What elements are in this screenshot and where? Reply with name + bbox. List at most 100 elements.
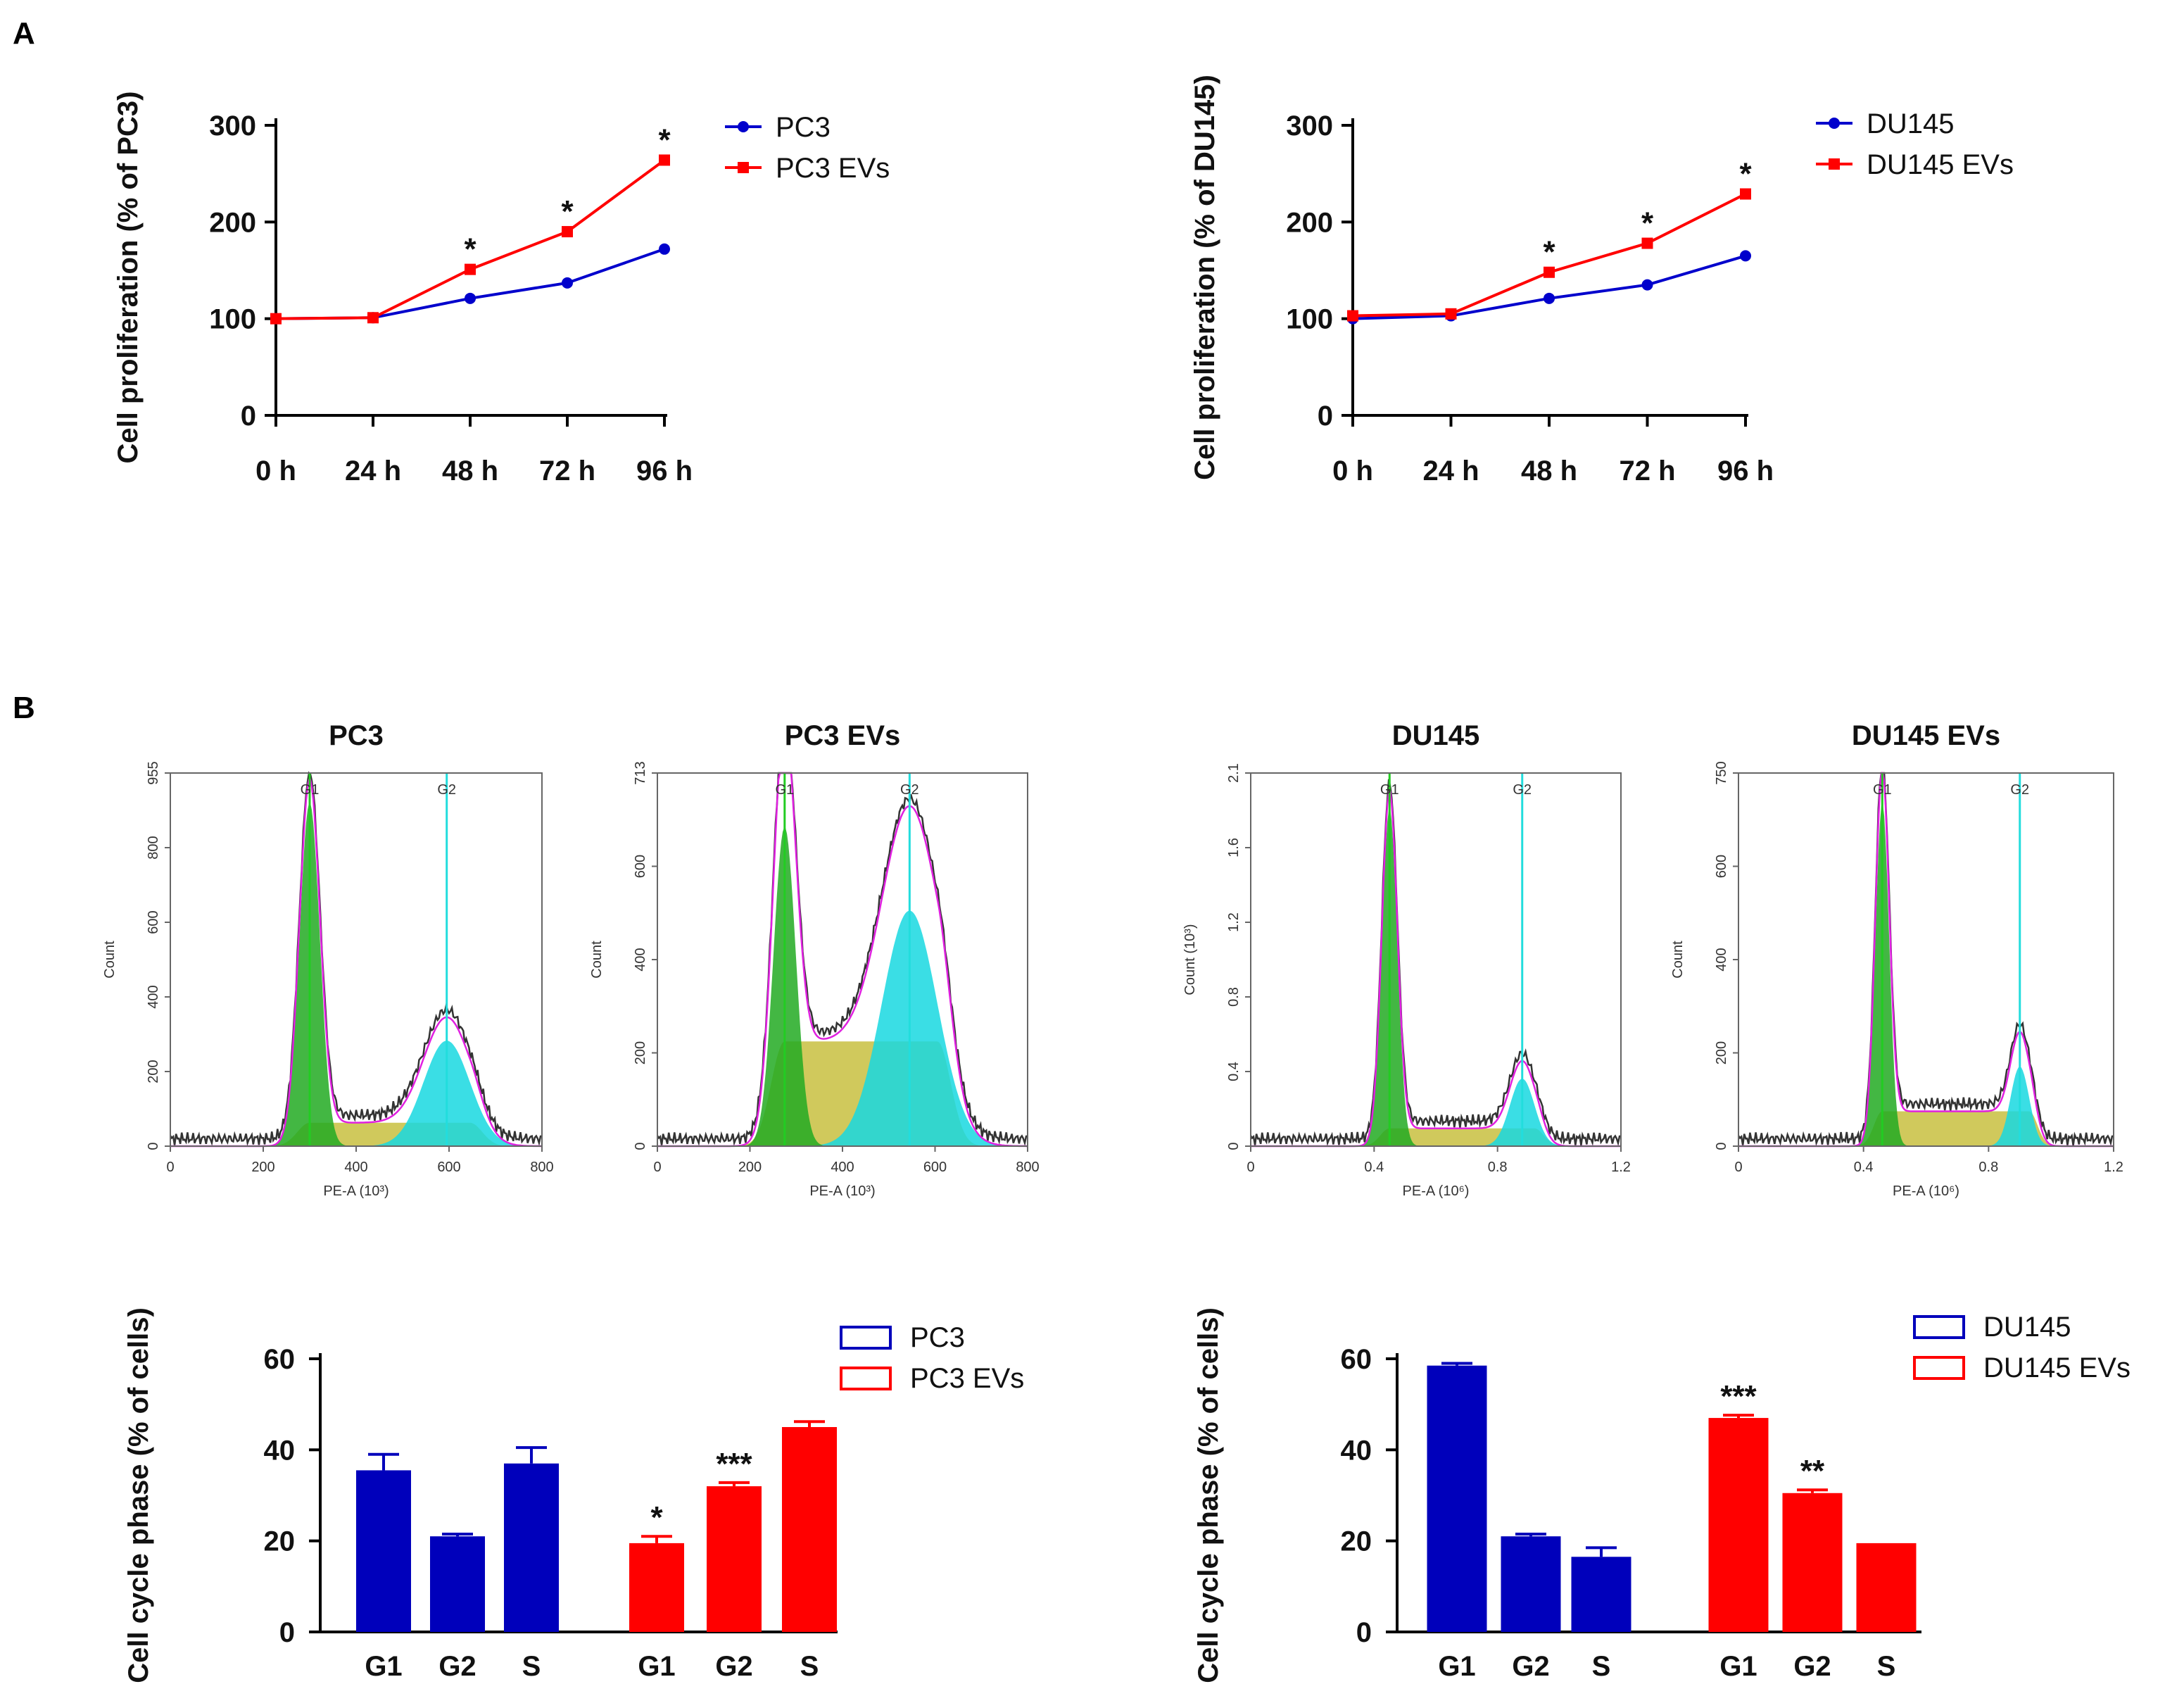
legend-marker: [1829, 118, 1840, 129]
histogram-raw-trace: [1249, 779, 1622, 1147]
plot-frame: [1738, 772, 2114, 1147]
histogram-title: DU145: [1392, 720, 1480, 751]
data-point: [1347, 310, 1358, 322]
x-tick-label: 72 h: [1619, 456, 1675, 486]
y-tick-label: 40: [264, 1435, 296, 1466]
y-tick-label: 2.1: [1226, 763, 1242, 783]
x-tick-label: G1: [638, 1651, 675, 1682]
gate-label: G2: [1513, 782, 1532, 798]
histogram-title: PC3 EVs: [785, 720, 901, 751]
data-point: [1544, 266, 1555, 278]
x-tick-label: S: [522, 1651, 541, 1682]
y-tick-label: 60: [264, 1344, 296, 1375]
histogram-g1-area: [170, 803, 542, 1146]
y-tick-label: 800: [146, 836, 161, 859]
y-tick-label: 200: [1714, 1041, 1729, 1064]
x-tick-label: 0.4: [1854, 1160, 1874, 1175]
x-tick-label: 0: [653, 1160, 661, 1175]
x-tick-label: S: [1592, 1651, 1611, 1682]
x-tick-label: 0 h: [255, 456, 296, 486]
x-tick-label: 48 h: [1521, 456, 1577, 486]
significance-label: **: [1800, 1454, 1825, 1488]
legend-label: PC3 EVs: [910, 1363, 1024, 1394]
legend-label: PC3 EVs: [776, 153, 890, 184]
bar: [782, 1427, 837, 1632]
legend-label: PC3: [910, 1322, 965, 1353]
histogram-raw-trace: [656, 772, 1028, 1147]
y-tick-label: 0.8: [1226, 987, 1242, 1007]
y-axis-title: Count: [1670, 941, 1686, 979]
y-tick-label: 400: [1714, 948, 1729, 971]
histogram-fit-trace: [1251, 791, 1621, 1148]
significance-label: *: [1739, 157, 1752, 191]
x-tick-label: 96 h: [636, 456, 693, 486]
y-tick-label: 200: [209, 207, 256, 238]
bar: [1571, 1557, 1631, 1632]
gate-label: G2: [2010, 782, 2029, 798]
data-point: [1641, 279, 1653, 291]
data-point: [562, 277, 573, 289]
y-tick-label: 750: [1714, 761, 1729, 784]
significance-label: *: [650, 1500, 663, 1535]
data-point: [1544, 292, 1555, 304]
y-tick-label: 200: [1286, 207, 1333, 238]
bar: [1501, 1536, 1561, 1632]
x-tick-label: G2: [438, 1651, 476, 1682]
y-tick-label: 20: [1341, 1526, 1372, 1557]
x-tick-label: 96 h: [1717, 456, 1774, 486]
x-tick-label: S: [1877, 1651, 1896, 1682]
x-tick-label: G2: [715, 1651, 752, 1682]
y-axis-title: Count (10³): [1182, 924, 1198, 995]
x-tick-label: 600: [437, 1160, 460, 1175]
x-tick-label: G1: [1438, 1651, 1475, 1682]
significance-label: *: [1543, 235, 1555, 270]
x-tick-label: 0.8: [1978, 1160, 1998, 1175]
legend-swatch: [840, 1326, 892, 1350]
data-point: [465, 263, 476, 275]
legend-marker: [738, 162, 749, 173]
legend-marker: [1829, 158, 1840, 170]
x-tick-label: 1.2: [1611, 1160, 1631, 1175]
data-point: [562, 226, 573, 238]
x-tick-label: G1: [1719, 1651, 1757, 1682]
histogram-raw-trace: [169, 771, 543, 1147]
histogram-fit-trace: [170, 779, 542, 1148]
significance-label: ***: [1720, 1379, 1757, 1414]
y-tick-label: 100: [1286, 304, 1333, 335]
legend-label: DU145 EVs: [1867, 149, 2014, 180]
data-point: [1740, 250, 1751, 262]
histogram-fit-trace: [1738, 772, 2114, 1148]
y-tick-label: 600: [1714, 855, 1729, 878]
x-tick-label: 800: [530, 1160, 553, 1175]
legend-label: DU145 EVs: [1983, 1352, 2131, 1383]
bar: [356, 1470, 411, 1632]
x-tick-label: G1: [365, 1651, 402, 1682]
y-tick-label: 0.4: [1226, 1062, 1242, 1081]
histogram-title: DU145 EVs: [1852, 720, 2000, 751]
data-point: [270, 313, 282, 325]
y-tick-label: 200: [633, 1041, 648, 1064]
x-tick-label: 0.8: [1488, 1160, 1508, 1175]
data-point: [659, 154, 670, 166]
bar: [430, 1536, 485, 1632]
legend-label: DU145: [1983, 1312, 2071, 1343]
y-tick-label: 600: [146, 910, 161, 934]
data-point: [465, 292, 476, 304]
y-tick-label: 0: [633, 1142, 648, 1150]
histogram-raw-trace: [1737, 772, 2114, 1147]
panel-label-b: B: [13, 691, 35, 725]
legend-swatch: [1913, 1315, 1965, 1339]
x-tick-label: S: [800, 1651, 819, 1682]
x-tick-label: 0: [1246, 1160, 1254, 1175]
gate-label: G1: [1873, 782, 1892, 798]
data-point: [659, 243, 670, 255]
data-point: [367, 312, 379, 324]
plot-frame: [1250, 772, 1622, 1147]
y-axis-title: Count: [589, 941, 605, 979]
legend-label: DU145: [1867, 108, 1955, 139]
gate-label: G2: [437, 782, 456, 798]
significance-label: *: [658, 123, 671, 157]
x-tick-label: 72 h: [539, 456, 595, 486]
y-tick-label: 300: [209, 111, 256, 142]
